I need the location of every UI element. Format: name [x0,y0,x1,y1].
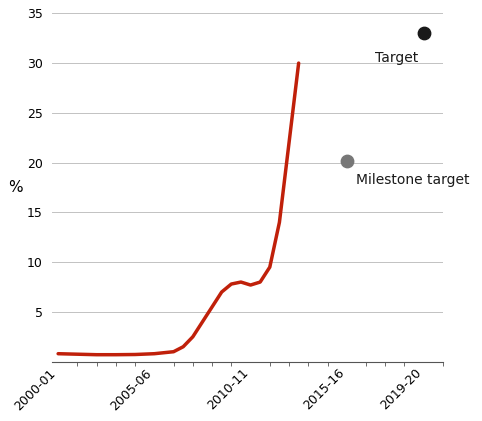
Text: Target: Target [375,51,418,65]
Point [420,30,428,37]
Point [343,157,350,164]
Text: Milestone target: Milestone target [356,173,470,187]
Y-axis label: %: % [8,180,23,195]
